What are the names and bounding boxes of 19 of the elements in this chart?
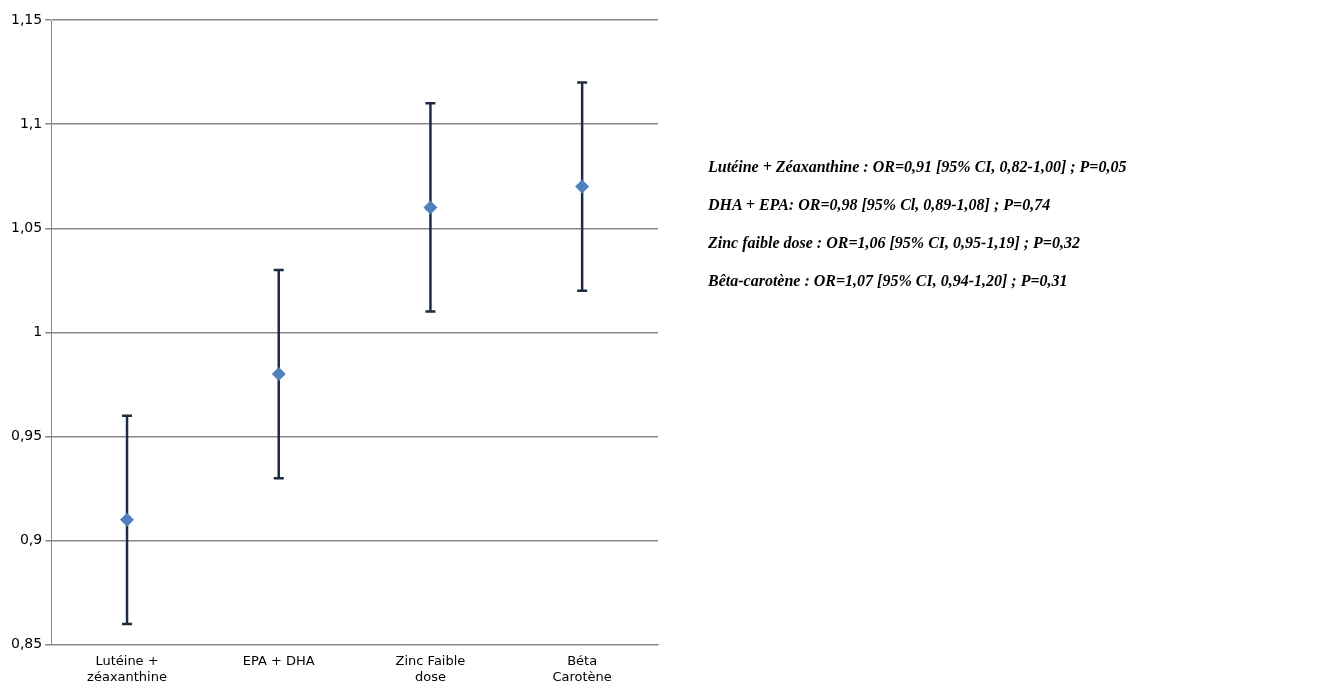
text: DHA + EPA: OR=0,98 [95% Cl, 0,89-1,08] ; P=0,74 — [708, 196, 1052, 214]
y-tick-label: 1,05 — [11, 218, 43, 235]
x-tick-label: EPA + DHA — [242, 652, 315, 668]
y-tick-label: 1,1 — [19, 114, 43, 131]
point — [271, 367, 286, 382]
point — [575, 179, 590, 194]
text: Zinc faible dose : OR=1,06 [95% CI, 0,95-1,19] ; P=0,32 — [708, 234, 1081, 252]
y-tick-label: 0,9 — [19, 531, 43, 548]
point — [120, 512, 135, 527]
x-tick-label: Zinc Faible dose — [395, 652, 466, 684]
y-tick-label: 0,95 — [11, 427, 43, 444]
y-tick-label: 0,85 — [11, 635, 43, 652]
y-tick-label: 1,15 — [11, 10, 43, 27]
x-tick-label: Béta Carotène — [552, 652, 612, 684]
point — [423, 200, 438, 215]
text: Lutéine + Zéaxanthine : OR=0,91 [95% CI, 0,82-1,00] ; P=0,05 — [708, 158, 1127, 176]
y-tick-label: 1 — [33, 323, 43, 340]
x-tick-label: Lutéine + zéaxanthine — [87, 652, 167, 684]
text: Bêta-carotène : OR=1,07 [95% CI, 0,94-1,20] ; P=0,31 — [708, 272, 1069, 290]
